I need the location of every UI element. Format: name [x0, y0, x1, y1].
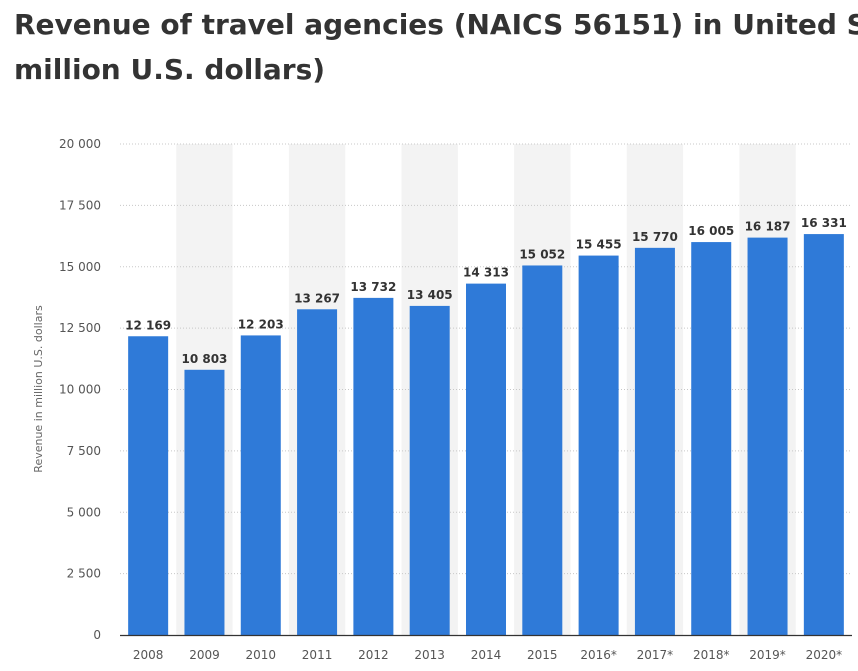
bar[interactable]: [803, 234, 844, 635]
x-tick-label: 2014: [471, 648, 502, 662]
y-tick-label: 17 500: [59, 198, 101, 212]
bar[interactable]: [522, 265, 563, 635]
y-tick-label: 15 000: [59, 260, 101, 274]
data-labels: 12 169 10 803 12 203 13 267 13 732 13 405 14 3…: [125, 216, 847, 366]
bar-value-label: 14 313: [463, 266, 509, 280]
bar-series: [128, 234, 844, 636]
y-axis-tick-labels: 0 2 500 5 000 7 500 10 000 12 500 15 000 17 500…: [59, 137, 101, 642]
bar-value-label: 16 005: [688, 224, 734, 238]
x-tick-label: 2010: [245, 648, 276, 662]
bar-value-label: 16 331: [801, 216, 847, 230]
bar-value-label: 12 203: [238, 317, 284, 331]
bar[interactable]: [578, 255, 619, 635]
chart-title-line-2: million U.S. dollars): [14, 53, 326, 86]
x-tick-label: 2013: [414, 648, 445, 662]
bar-value-label: 12 169: [125, 318, 171, 332]
bar[interactable]: [634, 247, 675, 635]
x-tick-label: 2015: [527, 648, 558, 662]
bar[interactable]: [691, 242, 732, 635]
x-tick-label: 2012: [358, 648, 389, 662]
chart-title: Revenue of travel agencies (NAICS 56151)…: [14, 2, 858, 92]
bar[interactable]: [297, 309, 338, 635]
bar-value-label: 13 732: [350, 280, 396, 294]
y-tick-label: 12 500: [59, 321, 101, 335]
chart-title-line-1: Revenue of travel agencies (NAICS 56151)…: [14, 8, 858, 41]
bar[interactable]: [747, 237, 788, 636]
y-tick-label: 5 000: [67, 505, 101, 519]
x-tick-label: 2020*: [806, 648, 843, 662]
y-tick-label: 20 000: [59, 137, 101, 151]
bar[interactable]: [128, 336, 169, 635]
bar[interactable]: [353, 297, 394, 635]
bar[interactable]: [409, 305, 450, 635]
x-tick-label: 2008: [133, 648, 164, 662]
y-tick-label: 7 500: [67, 444, 101, 458]
x-tick-label: 2017*: [637, 648, 674, 662]
bar-value-label: 15 770: [632, 230, 678, 244]
y-tick-label: 0: [93, 628, 101, 642]
bar-value-label: 13 267: [294, 291, 340, 305]
x-tick-label: 2011: [302, 648, 333, 662]
bar-value-label: 15 052: [519, 247, 565, 261]
bar-value-label: 15 455: [576, 238, 622, 252]
bar-value-label: 16 187: [745, 220, 791, 234]
x-tick-label: 2009: [189, 648, 220, 662]
x-axis-tick-labels: 2008 2009 2010 2011 2012 2013 2014 2015 2016* 201…: [133, 648, 842, 662]
x-tick-label: 2018*: [693, 648, 730, 662]
bar-value-label: 13 405: [407, 288, 453, 302]
bar[interactable]: [240, 335, 281, 635]
y-tick-label: 10 000: [59, 383, 101, 397]
x-tick-label: 2016*: [580, 648, 617, 662]
y-axis-title: Revenue in million U.S. dollars: [32, 305, 45, 473]
x-tick-label: 2019*: [749, 648, 786, 662]
y-tick-label: 2 500: [67, 567, 101, 581]
bar[interactable]: [466, 283, 506, 635]
bar[interactable]: [184, 369, 225, 635]
bar-value-label: 10 803: [181, 352, 227, 366]
